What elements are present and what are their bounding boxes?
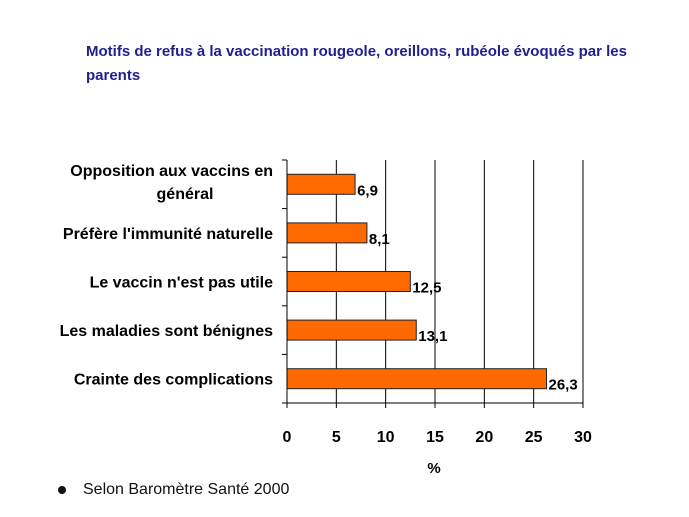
x-axis-title: % <box>427 460 440 477</box>
bars <box>286 173 547 390</box>
x-tick-label: 10 <box>377 429 395 446</box>
chart-title: Motifs de refus à la vaccination rougeol… <box>86 43 627 84</box>
category-label: Le vaccin n'est pas utile <box>90 275 274 292</box>
category-label: Préfère l'immunité naturelle <box>63 226 273 243</box>
tick-labels: 0 5 10 15 20 25 30 <box>283 429 592 446</box>
value-labels: 6,9 8,1 12,5 13,1 26,3 <box>357 182 578 393</box>
category-label: Crainte des complications <box>74 372 273 389</box>
bar <box>286 271 411 292</box>
bar <box>286 368 547 390</box>
x-tick-label: 5 <box>332 429 341 446</box>
value-label: 13,1 <box>418 328 447 345</box>
category-label: Les maladies sont bénignes <box>60 323 274 340</box>
category-label: Opposition aux vaccins en <box>70 163 273 180</box>
value-label: 26,3 <box>548 377 577 394</box>
value-label: 6,9 <box>357 182 378 199</box>
x-tick-label: 15 <box>426 429 444 446</box>
x-tick-label: 20 <box>475 429 493 446</box>
footnote-text: Selon Baromètre Santé 2000 <box>83 481 290 498</box>
bar <box>286 319 417 341</box>
bullet-icon <box>58 486 66 494</box>
value-label: 12,5 <box>412 280 441 297</box>
bar <box>286 173 356 195</box>
category-labels: Opposition aux vaccins en général Préfère … <box>60 163 274 389</box>
category-label: général <box>157 186 214 203</box>
x-tick-label: 25 <box>525 429 543 446</box>
x-tick-label: 0 <box>283 429 292 446</box>
footnote: Selon Baromètre Santé 2000 <box>58 481 289 499</box>
value-label: 8,1 <box>369 231 390 248</box>
x-tick-label: 30 <box>574 429 592 446</box>
bar <box>286 222 368 244</box>
axes <box>282 159 584 408</box>
